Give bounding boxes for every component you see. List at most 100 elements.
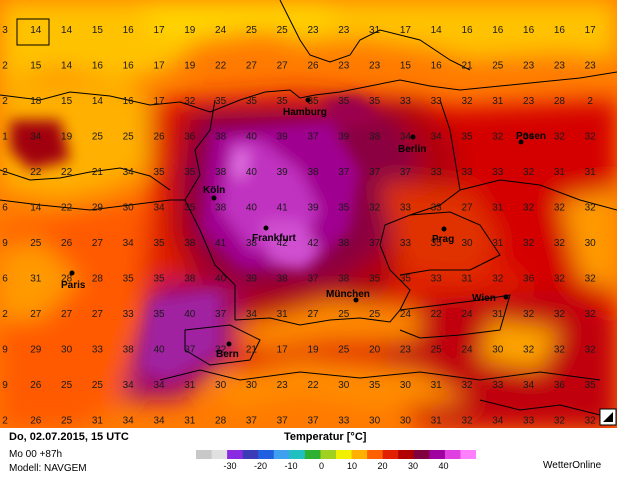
grid-value: 30 — [400, 380, 412, 391]
city-koln: Köln — [203, 185, 225, 201]
city-dot — [353, 297, 359, 303]
grid-value: 31 — [277, 309, 289, 320]
coastline-west — [0, 167, 171, 191]
grid-value: 15 — [61, 96, 73, 107]
grid-value: 35 — [153, 167, 165, 178]
grid-value: 35 — [184, 167, 196, 178]
grid-value: 2 — [2, 416, 8, 427]
grid-value: 35 — [307, 96, 319, 107]
border-south — [159, 369, 601, 381]
grid-value: 17 — [400, 25, 412, 36]
city-dot — [263, 225, 269, 231]
grid-value: 41 — [215, 238, 227, 249]
grid-value: 35 — [338, 203, 350, 214]
map-corner-arrow — [599, 408, 617, 426]
city-label: Bern — [216, 349, 239, 360]
grid-value: 30 — [461, 238, 473, 249]
grid-value: 31 — [492, 203, 504, 214]
grid-value: 32 — [585, 345, 597, 356]
border-germany-south — [234, 269, 411, 326]
grid-value: 33 — [431, 274, 443, 285]
grid-value: 15 — [30, 61, 42, 72]
grid-value: 16 — [123, 25, 135, 36]
colorbar-segment — [382, 450, 399, 459]
grid-value: 6 — [2, 274, 8, 285]
grid-value: 27 — [461, 203, 473, 214]
grid-value: 34 — [153, 380, 165, 391]
colorbar-segment — [258, 450, 275, 459]
grid-value: 38 — [338, 274, 350, 285]
grid-value: 25 — [61, 380, 73, 391]
grid-value: 21 — [246, 345, 258, 356]
map-footer: Do, 02.07.2015, 15 UTC Mo 00 +87h Modell… — [0, 428, 617, 480]
grid-value: 32 — [585, 132, 597, 143]
grid-value: 27 — [92, 309, 104, 320]
city-hamburg: Hamburg — [283, 97, 327, 118]
grid-value: 31 — [92, 416, 104, 427]
grid-value: 35 — [184, 203, 196, 214]
grid-value: 35 — [369, 96, 381, 107]
grid-value: 35 — [431, 238, 443, 249]
grid-value: 28 — [554, 96, 566, 107]
colorbar-segment — [304, 450, 321, 459]
grid-value: 14 — [92, 96, 104, 107]
grid-value: 32 — [585, 203, 597, 214]
grid-value: 25 — [338, 309, 350, 320]
grid-value: 30 — [492, 345, 504, 356]
colorbar-tick: 30 — [407, 461, 419, 471]
grid-value: 32 — [554, 203, 566, 214]
grid-value: 32 — [523, 309, 535, 320]
grid-value: 33 — [461, 167, 473, 178]
grid-value: 9 — [2, 238, 8, 249]
grid-value: 34 — [123, 238, 135, 249]
grid-value: 33 — [400, 203, 412, 214]
grid-value: 23 — [585, 61, 597, 72]
colorbar-tick: -30 — [223, 461, 237, 471]
grid-value: 38 — [307, 167, 319, 178]
grid-value: 35 — [369, 380, 381, 391]
grid-value: 23 — [307, 25, 319, 36]
grid-value: 38 — [246, 238, 258, 249]
grid-value: 2 — [2, 167, 8, 178]
grid-value: 23 — [369, 61, 381, 72]
grid-value: 31 — [492, 96, 504, 107]
grid-value: 37 — [307, 274, 319, 285]
grid-value: 22 — [30, 167, 42, 178]
grid-value: 32 — [554, 238, 566, 249]
grid-value: 34 — [492, 416, 504, 427]
grid-value: 14 — [30, 203, 42, 214]
grid-value: 24 — [461, 309, 473, 320]
grid-value: 25 — [92, 380, 104, 391]
grid-value: 16 — [123, 61, 135, 72]
grid-value: 30 — [338, 380, 350, 391]
city-paris: Paris — [61, 270, 86, 291]
grid-value: 27 — [92, 238, 104, 249]
inset-box — [16, 18, 50, 46]
colorbar-tick: -20 — [253, 461, 268, 471]
grid-value: 32 — [554, 309, 566, 320]
grid-value: 32 — [523, 345, 535, 356]
grid-value: 14 — [431, 25, 443, 36]
grid-value: 34 — [123, 167, 135, 178]
grid-value: 34 — [523, 132, 535, 143]
grid-value: 25 — [338, 345, 350, 356]
grid-value: 31 — [492, 309, 504, 320]
grid-value: 32 — [585, 274, 597, 285]
city-dot — [69, 270, 75, 276]
colorbar-segment — [242, 450, 259, 459]
grid-value: 34 — [123, 380, 135, 391]
grid-value: 37 — [307, 132, 319, 143]
border-germany-east — [379, 99, 461, 271]
grid-value: 34 — [400, 132, 412, 143]
grid-value: 37 — [369, 167, 381, 178]
grid-value: 23 — [523, 96, 535, 107]
grid-value: 25 — [431, 345, 443, 356]
grid-value: 31 — [30, 274, 42, 285]
grid-value: 39 — [277, 167, 289, 178]
grid-value: 14 — [61, 61, 73, 72]
grid-value: 35 — [585, 380, 597, 391]
grid-value: 31 — [184, 380, 196, 391]
city-label: Frankfurt — [252, 233, 297, 244]
grid-value: 16 — [92, 61, 104, 72]
grid-value: 32 — [215, 345, 227, 356]
